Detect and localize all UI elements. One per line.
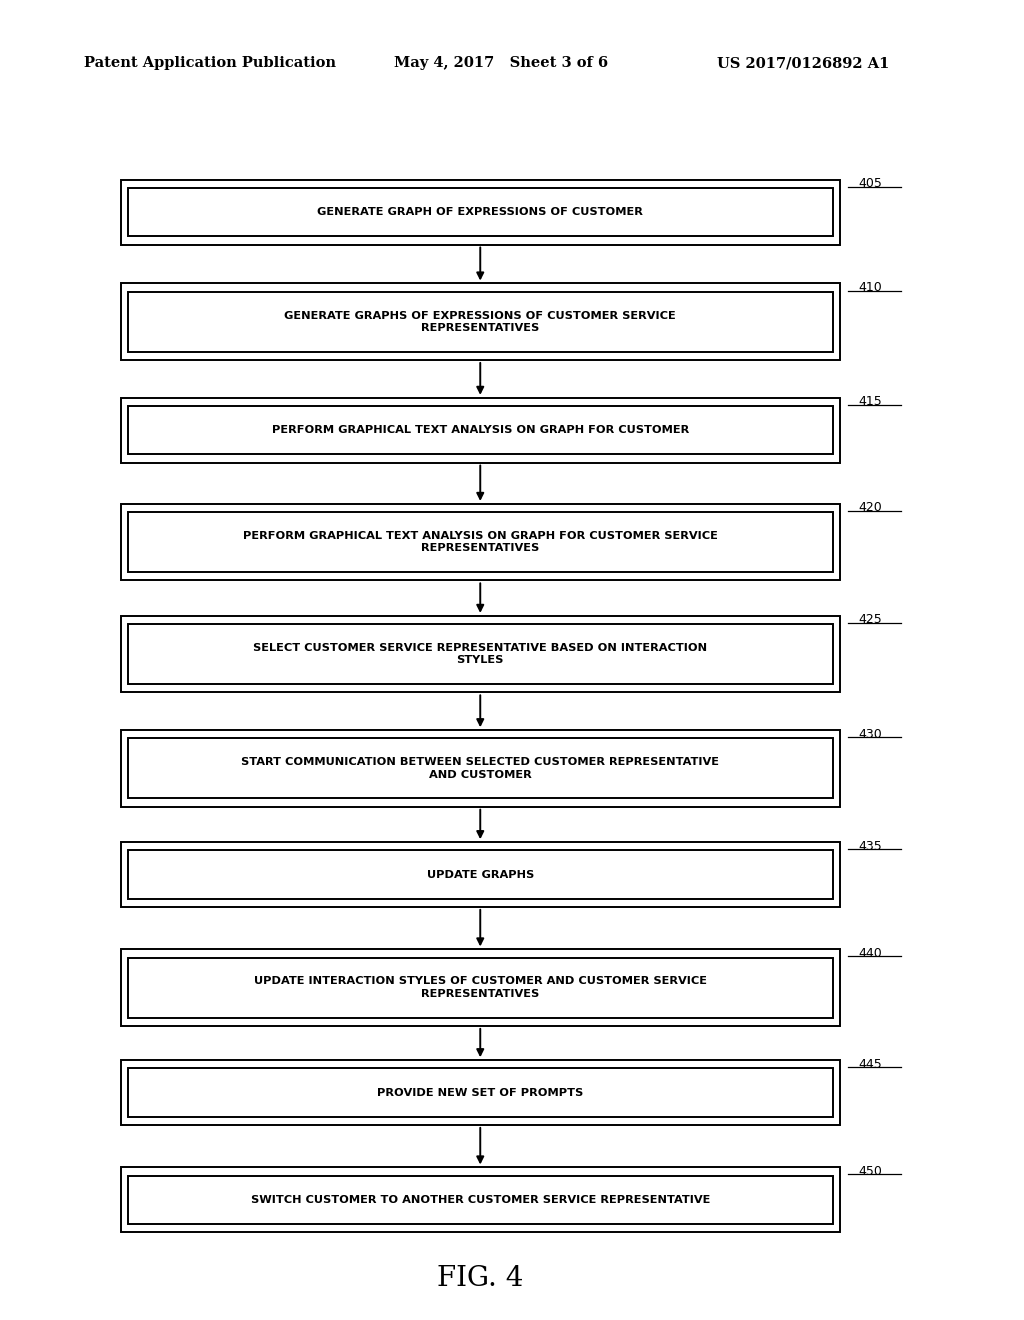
Bar [128, 738, 833, 799]
Bar [121, 842, 840, 907]
Text: UPDATE INTERACTION STYLES OF CUSTOMER AND CUSTOMER SERVICE
REPRESENTATIVES: UPDATE INTERACTION STYLES OF CUSTOMER AN… [254, 977, 707, 999]
Text: 430: 430 [858, 727, 882, 741]
Bar [121, 504, 840, 581]
Bar [121, 1060, 840, 1125]
Text: Patent Application Publication: Patent Application Publication [84, 57, 336, 70]
Text: 435: 435 [858, 840, 882, 853]
Bar [121, 616, 840, 693]
Bar [128, 957, 833, 1018]
Bar [128, 1068, 833, 1117]
Bar [128, 512, 833, 572]
Text: PROVIDE NEW SET OF PROMPTS: PROVIDE NEW SET OF PROMPTS [377, 1088, 584, 1097]
Bar [128, 292, 833, 352]
Text: 405: 405 [858, 177, 882, 190]
Bar [121, 1167, 840, 1232]
Text: 415: 415 [858, 396, 882, 408]
Bar [128, 1176, 833, 1224]
Text: US 2017/0126892 A1: US 2017/0126892 A1 [717, 57, 889, 70]
Bar [121, 284, 840, 360]
Text: 445: 445 [858, 1057, 882, 1071]
Text: May 4, 2017   Sheet 3 of 6: May 4, 2017 Sheet 3 of 6 [394, 57, 608, 70]
Text: FIG. 4: FIG. 4 [437, 1266, 523, 1292]
Bar [121, 397, 840, 462]
Text: SELECT CUSTOMER SERVICE REPRESENTATIVE BASED ON INTERACTION
STYLES: SELECT CUSTOMER SERVICE REPRESENTATIVE B… [253, 643, 708, 665]
Text: GENERATE GRAPH OF EXPRESSIONS OF CUSTOMER: GENERATE GRAPH OF EXPRESSIONS OF CUSTOME… [317, 207, 643, 218]
Text: 450: 450 [858, 1166, 882, 1177]
Text: START COMMUNICATION BETWEEN SELECTED CUSTOMER REPRESENTATIVE
AND CUSTOMER: START COMMUNICATION BETWEEN SELECTED CUS… [242, 758, 719, 780]
Bar [128, 624, 833, 684]
Text: 440: 440 [858, 946, 882, 960]
Bar [128, 850, 833, 899]
Text: 420: 420 [858, 502, 882, 515]
Text: PERFORM GRAPHICAL TEXT ANALYSIS ON GRAPH FOR CUSTOMER: PERFORM GRAPHICAL TEXT ANALYSIS ON GRAPH… [271, 425, 689, 436]
Text: UPDATE GRAPHS: UPDATE GRAPHS [427, 870, 534, 879]
Bar [128, 407, 833, 454]
Text: GENERATE GRAPHS OF EXPRESSIONS OF CUSTOMER SERVICE
REPRESENTATIVES: GENERATE GRAPHS OF EXPRESSIONS OF CUSTOM… [285, 310, 676, 333]
Text: 410: 410 [858, 281, 882, 294]
Text: PERFORM GRAPHICAL TEXT ANALYSIS ON GRAPH FOR CUSTOMER SERVICE
REPRESENTATIVES: PERFORM GRAPHICAL TEXT ANALYSIS ON GRAPH… [243, 531, 718, 553]
Text: SWITCH CUSTOMER TO ANOTHER CUSTOMER SERVICE REPRESENTATIVE: SWITCH CUSTOMER TO ANOTHER CUSTOMER SERV… [251, 1195, 710, 1205]
Bar [128, 187, 833, 236]
Text: 425: 425 [858, 614, 882, 627]
Bar [121, 730, 840, 807]
Bar [121, 180, 840, 244]
Bar [121, 949, 840, 1026]
